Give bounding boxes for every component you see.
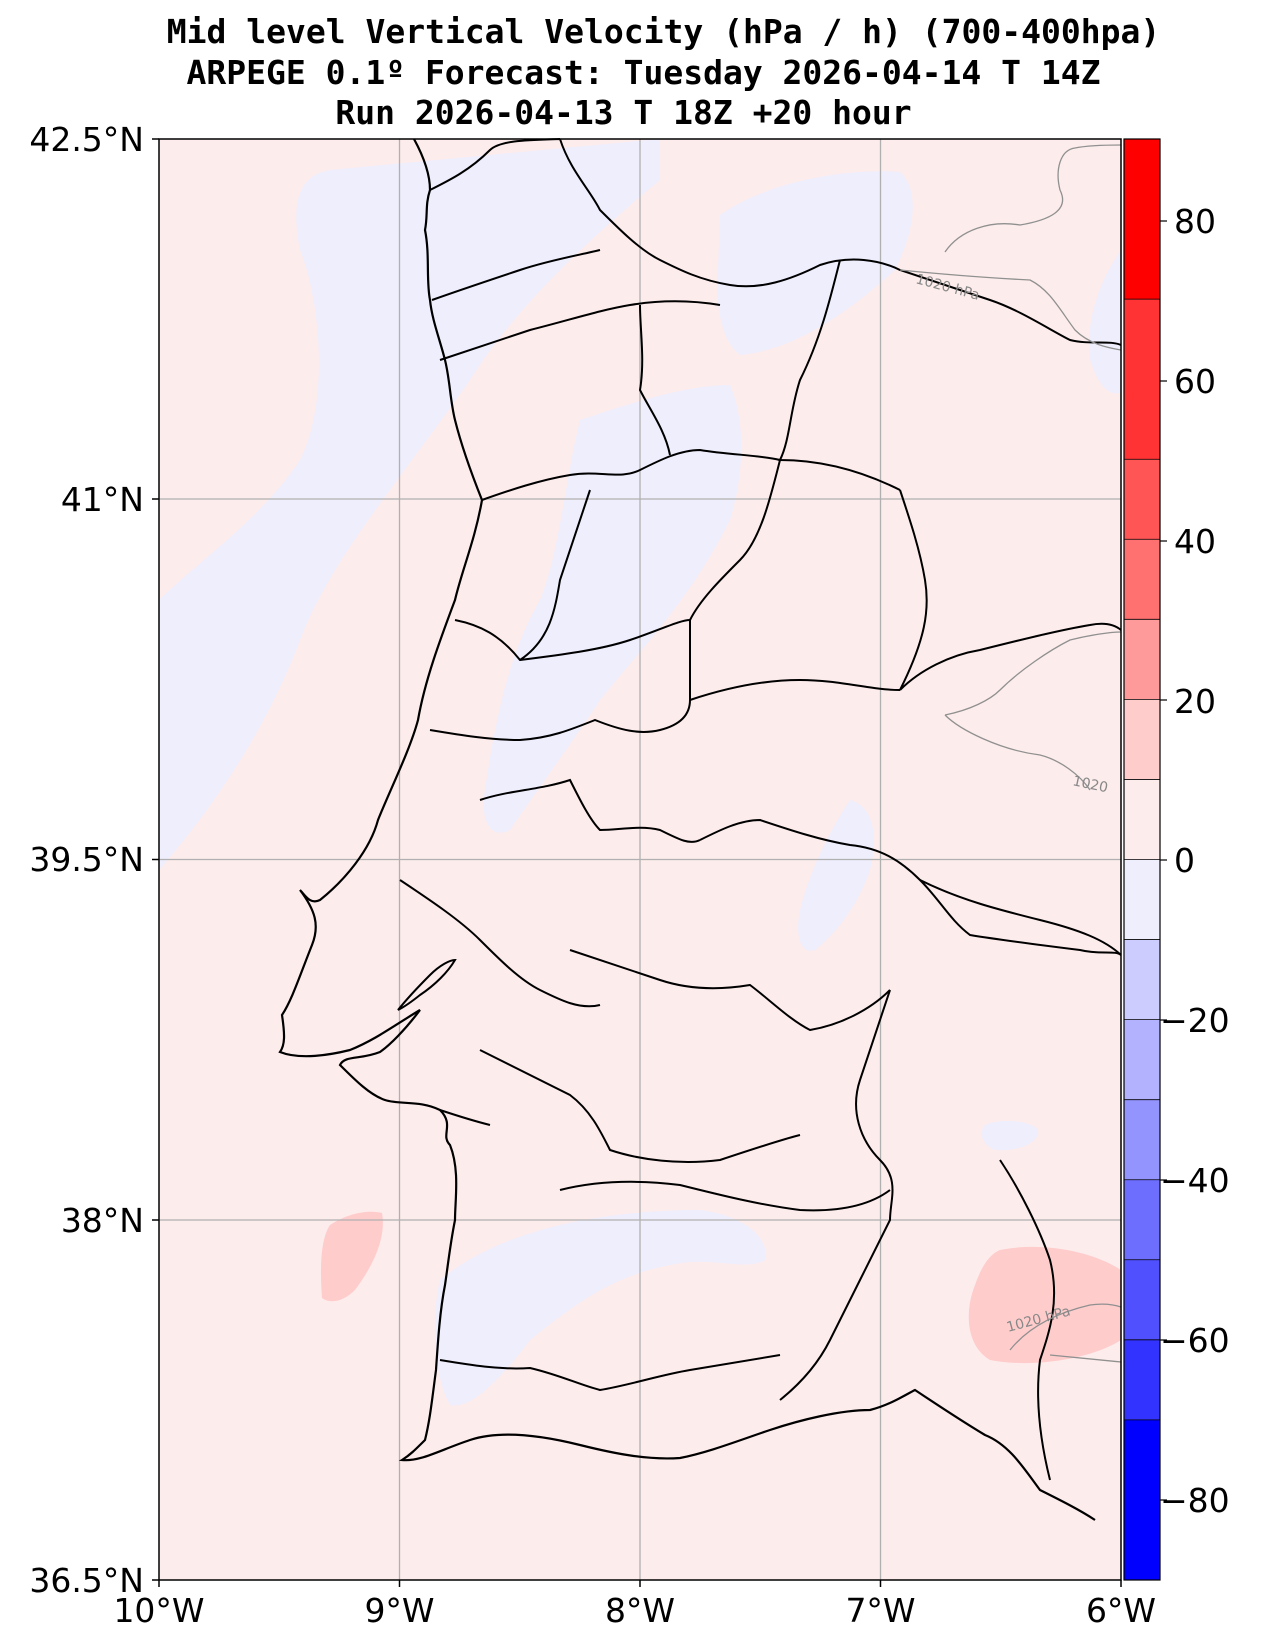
- positive-velocity-regions: [320, 1211, 1121, 1364]
- braganca-boundary: [778, 259, 901, 491]
- lon-label-6w: 6°W: [1086, 1591, 1156, 1630]
- colorbar-bands: [1124, 139, 1160, 1580]
- cbar-label-80: 80: [1174, 202, 1216, 241]
- porto-aveiro-boundary: [481, 448, 781, 501]
- beja-faro-boundary: [439, 1354, 781, 1392]
- cbar-label-minus-20: −20: [1160, 1001, 1230, 1040]
- viseu-boundary: [519, 489, 591, 661]
- colorbar: 80 60 40 20 0 −20 −40 −60 −80: [1123, 138, 1230, 1581]
- eastern-border: [779, 489, 928, 1401]
- cbar-label-minus-40: −40: [1160, 1161, 1230, 1200]
- leiria-santarem-boundary: [479, 778, 701, 843]
- colorbar-band: [1124, 299, 1160, 460]
- colorbar-ticks: [1160, 220, 1167, 1501]
- lisboa-santarem-boundary: [399, 879, 601, 1008]
- isobar-south-2: [1049, 1354, 1122, 1363]
- isobars: [899, 144, 1122, 1363]
- isobar-label-east: 1020: [1071, 773, 1109, 796]
- isobar-north-2: [899, 269, 1122, 351]
- lon-label-10w: 10°W: [113, 1591, 204, 1630]
- coastal-negative-tongue: [483, 385, 742, 833]
- castelo-branco-boundary: [689, 622, 1122, 701]
- offshore-negative-band: [159, 139, 660, 870]
- colorbar-band: [1124, 459, 1160, 540]
- colorbar-band: [1124, 859, 1160, 940]
- coastline: [278, 138, 1096, 1521]
- southeast-positive-patch: [968, 1246, 1121, 1364]
- axis-ticks: [152, 138, 1122, 1587]
- lon-label-7w: 7°W: [845, 1591, 915, 1630]
- gridlines: [159, 139, 1121, 1580]
- lon-tick-labels: 10°W 9°W 8°W 7°W 6°W: [113, 1591, 1156, 1630]
- map-panel: 1020 hPa 1020 1020 hPa: [158, 138, 1122, 1581]
- negative-velocity-regions: [159, 139, 1121, 1406]
- colorbar-band: [1124, 699, 1160, 780]
- colorbar-band: [1124, 1259, 1160, 1340]
- colorbar-band: [1124, 939, 1160, 1020]
- aveiro-coimbra-boundary: [454, 619, 691, 662]
- colorbar-band: [1124, 1419, 1160, 1580]
- lat-label-39-5: 39.5°N: [29, 840, 144, 879]
- east-edge-negative-area: [1089, 250, 1121, 394]
- lat-label-36-5: 36.5°N: [29, 1561, 144, 1600]
- colorbar-band: [1124, 139, 1160, 300]
- cbar-label-minus-80: −80: [1160, 1481, 1230, 1520]
- isobar-east-2: [944, 714, 1091, 791]
- cbar-label-60: 60: [1174, 362, 1216, 401]
- lat-label-41: 41°N: [61, 480, 144, 519]
- cbar-label-40: 40: [1174, 522, 1216, 561]
- cbar-label-20: 20: [1174, 682, 1216, 721]
- tagus-estuary: [397, 958, 457, 1011]
- colorbar-tick-labels: 80 60 40 20 0 −20 −40 −60 −80: [1160, 202, 1230, 1520]
- portalegre-boundary: [699, 818, 1122, 956]
- evora-beja-boundary: [559, 1180, 891, 1212]
- santarem-evora-boundary: [569, 949, 891, 1032]
- title-line-1: Mid level Vertical Velocity (hPa / h) (7…: [166, 12, 1161, 51]
- colorbar-band: [1124, 539, 1160, 620]
- lat-tick-labels: 42.5°N 41°N 39.5°N 38°N 36.5°N: [29, 120, 144, 1600]
- isobar-east: [944, 631, 1122, 716]
- colorbar-band: [1124, 1339, 1160, 1420]
- braga-porto-boundary: [439, 300, 721, 361]
- colorbar-band: [1124, 619, 1160, 700]
- cbar-label-0: 0: [1174, 841, 1195, 880]
- colorbar-band: [1124, 779, 1160, 860]
- south-negative-area: [434, 1210, 766, 1406]
- interior-negative-streak: [798, 800, 874, 951]
- lat-label-42-5: 42.5°N: [29, 120, 144, 159]
- title-line-3: Run 2026-04-13 T 18Z +20 hour: [335, 93, 912, 132]
- district-boundaries: [399, 138, 1122, 1481]
- northeast-negative-area: [717, 171, 913, 355]
- offshore-positive-patch: [320, 1211, 383, 1302]
- guarda-boundary: [688, 459, 781, 700]
- colorbar-band: [1124, 1099, 1160, 1180]
- lon-label-9w: 9°W: [364, 1591, 434, 1630]
- coimbra-leiria-boundary: [429, 699, 691, 742]
- northern-border: [429, 138, 1122, 346]
- small-negative-patch: [981, 1120, 1039, 1151]
- isobar-north: [944, 144, 1122, 253]
- title-line-2: ARPEGE 0.1º Forecast: Tuesday 2026-04-14…: [186, 53, 1101, 92]
- vila-real-boundary: [638, 304, 671, 456]
- spain-east-boundary-2: [919, 879, 1122, 956]
- viana-braga-boundary: [431, 249, 601, 301]
- isobar-south: [1009, 1303, 1122, 1351]
- colorbar-band: [1124, 1019, 1160, 1100]
- lon-label-8w: 8°W: [605, 1591, 675, 1630]
- cbar-label-minus-60: −60: [1160, 1321, 1230, 1360]
- lat-label-38: 38°N: [61, 1201, 144, 1240]
- sado-estuary: [439, 1109, 491, 1126]
- setubal-evora-boundary: [479, 1049, 801, 1163]
- colorbar-band: [1124, 1179, 1160, 1260]
